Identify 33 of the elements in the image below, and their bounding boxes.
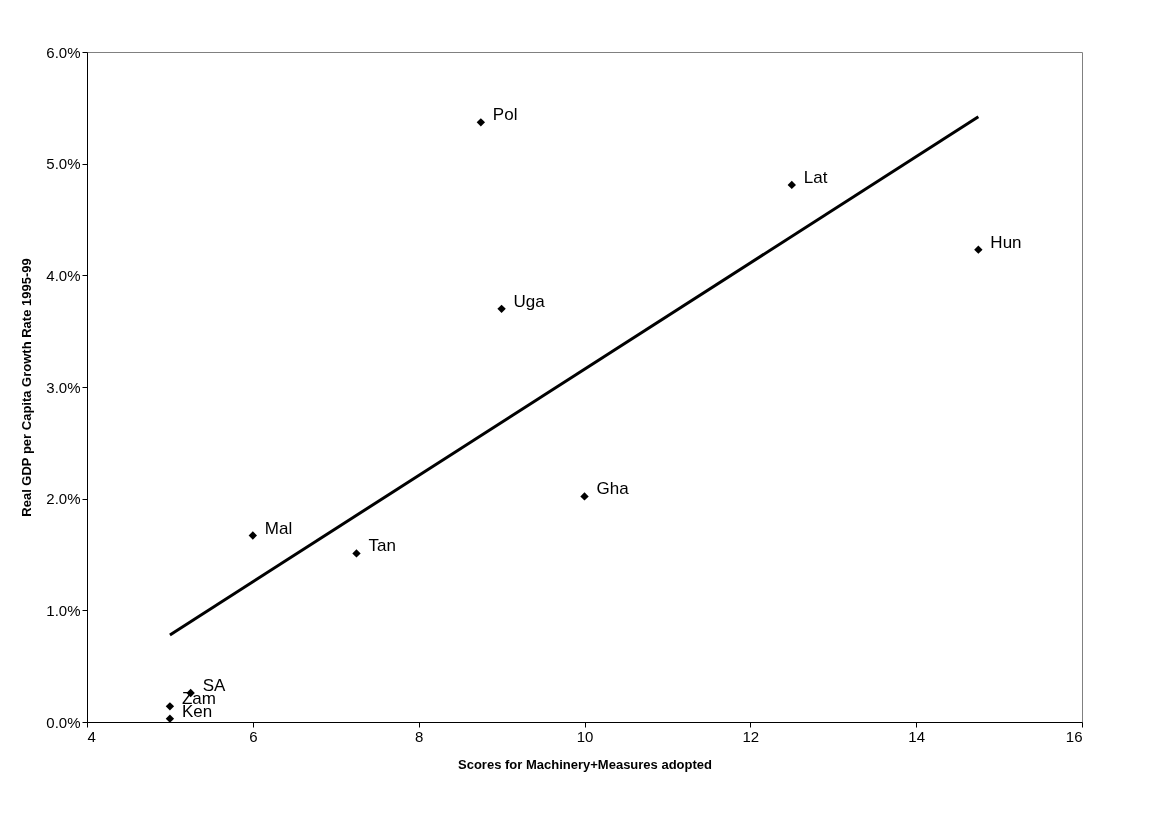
point — [787, 180, 796, 190]
annotation: Mal — [264, 518, 293, 538]
annotation: Hun — [990, 232, 1022, 252]
x-tick-label: 16 — [1065, 727, 1083, 745]
x-axis-title: Scores for Machinery+Measures adopted — [458, 756, 713, 772]
y-tick-label: 3.0% — [46, 378, 81, 396]
point — [476, 118, 486, 127]
annotation: Lat — [803, 167, 828, 187]
y-axis-title: Real GDP per Capita Growth Rate 1995-99 — [19, 258, 35, 517]
x-tick-label: 8 — [414, 727, 424, 745]
point — [165, 714, 175, 723]
point — [497, 304, 506, 314]
y-tick-label: 0.0% — [46, 713, 81, 731]
y-tick-label: 2.0% — [46, 490, 81, 508]
annotation: Tan — [368, 536, 396, 556]
y-tick-label: 5.0% — [46, 155, 81, 173]
annotation: Uga — [513, 291, 546, 311]
point — [248, 531, 258, 540]
x-tick-label: 4 — [87, 727, 96, 745]
y-tick-label: 1.0% — [46, 601, 81, 619]
point — [974, 245, 983, 254]
point — [165, 702, 175, 711]
annotation: Pol — [492, 105, 518, 125]
y-tick-label: 6.0% — [46, 43, 81, 61]
x-tick-label: 12 — [742, 727, 760, 745]
y-tick-label: 4.0% — [46, 266, 81, 284]
point — [580, 492, 589, 501]
point — [352, 549, 361, 558]
x-tick-label: 10 — [576, 727, 594, 745]
x-tick-label: 14 — [908, 727, 926, 745]
annotation: SA — [202, 675, 226, 695]
x-tick-label: 6 — [249, 727, 258, 745]
annotation: Gha — [596, 479, 630, 499]
